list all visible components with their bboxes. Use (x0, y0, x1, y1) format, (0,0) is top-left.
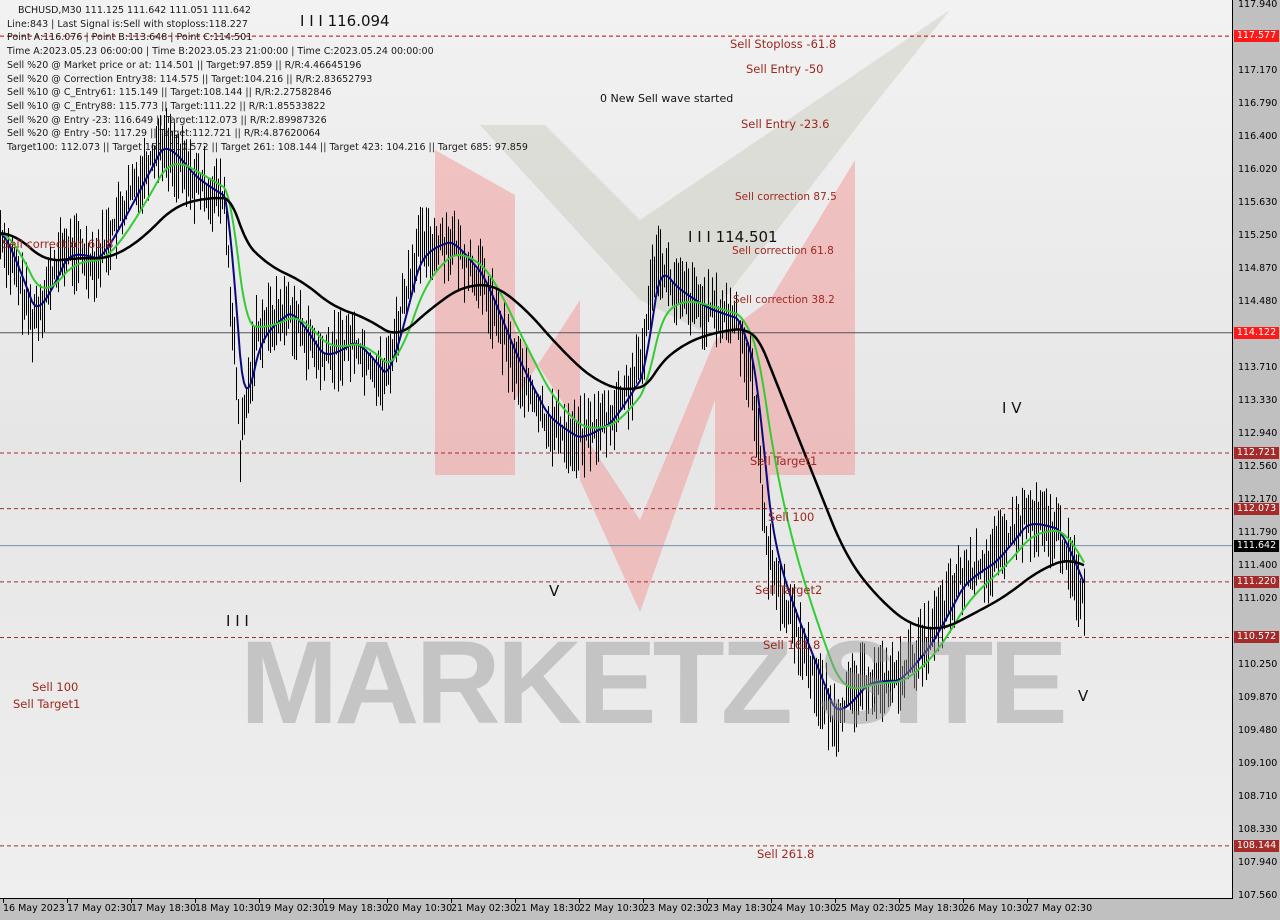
annotation: Sell Target1 (13, 697, 81, 711)
annotation: Sell correction 61.8 (2, 237, 114, 251)
annotation: Sell 100 (32, 680, 79, 694)
time-tick: 25 May 02:30 (835, 898, 901, 914)
annotation: Sell Target2 (755, 583, 823, 597)
annotation: Sell 261.8 (757, 847, 815, 861)
time-tick: 21 May 18:30 (515, 898, 581, 914)
moving-average-line (0, 163, 1085, 690)
time-tick: 21 May 02:30 (451, 898, 517, 914)
wave-label: I V (1002, 399, 1022, 417)
time-tick: 16 May 2023 (3, 898, 65, 914)
time-tick: 22 May 10:30 (579, 898, 645, 914)
price-tick: 109.100 (1238, 757, 1278, 769)
price-tick: 116.790 (1238, 97, 1278, 109)
price-tag: 110.572 (1234, 631, 1279, 644)
annotation: Sell correction 61.8 (732, 245, 834, 257)
moving-average-line (0, 147, 1085, 711)
price-tick: 113.710 (1238, 362, 1278, 374)
price-tick: 109.480 (1238, 725, 1278, 737)
price-tick: 111.020 (1238, 593, 1278, 604)
watermark: MARKETZ SITE (240, 617, 1068, 749)
price-tick: 114.870 (1238, 262, 1278, 274)
price-tag: 112.073 (1234, 502, 1279, 515)
moving-average-line (0, 196, 1085, 630)
price-tag: 111.642 (1234, 539, 1279, 552)
wave-label: V (1078, 687, 1089, 705)
wave-label: V (549, 582, 560, 600)
info-line: Sell %10 @ C_Entry88: 115.773 || Target:… (7, 100, 326, 112)
price-tick: 111.400 (1238, 560, 1278, 572)
annotation: Sell 100 (768, 510, 815, 524)
price-tick: 116.400 (1238, 131, 1278, 143)
annotation: Sell 161.8 (763, 638, 821, 652)
price-tag: 108.144 (1234, 839, 1279, 852)
price-tick: 112.940 (1238, 428, 1278, 440)
price-tick: 108.710 (1238, 791, 1278, 803)
annotation: Sell Target1 (750, 454, 818, 468)
annotation: Sell correction 87.5 (735, 191, 837, 203)
time-tick: 19 May 18:30 (323, 898, 389, 914)
time-tick: 24 May 10:30 (771, 898, 837, 914)
price-tick: 113.330 (1238, 394, 1278, 406)
price-chart (0, 35, 1232, 847)
info-line: Sell %20 @ Market price or at: 114.501 |… (7, 59, 362, 71)
info-line: Sell %20 @ Correction Entry38: 114.575 |… (7, 73, 373, 85)
annotation: Sell Entry -50 (746, 62, 824, 76)
price-tick: 108.330 (1238, 823, 1278, 835)
price-tick: 107.560 (1238, 890, 1278, 901)
price-tick: 107.940 (1238, 857, 1278, 869)
time-axis[interactable]: 16 May 2023 17 May 02:30 17 May 18:30 18 Ma… (0, 898, 1232, 920)
price-tick: 117.940 (1238, 0, 1278, 10)
time-tick: 17 May 18:30 (131, 898, 197, 914)
time-tick: 27 May 02:30 (1027, 898, 1093, 914)
time-tick: 26 May 10:30 (963, 898, 1029, 914)
price-tick: 109.870 (1238, 691, 1278, 703)
price-tag: 112.721 (1234, 446, 1279, 459)
time-tick: 18 May 10:30 (195, 898, 261, 914)
annotation: Sell Entry -23.6 (741, 117, 830, 131)
time-tick: 23 May 02:30 (643, 898, 709, 914)
info-line: Time A:2023.05.23 06:00:00 | Time B:2023… (7, 46, 434, 58)
price-tick: 117.170 (1238, 65, 1278, 77)
wave-label: I I I 116.094 (300, 12, 390, 30)
price-tick: 115.630 (1238, 197, 1278, 209)
logo-shape (435, 10, 950, 612)
annotation: Sell Stoploss -61.8 (730, 37, 837, 51)
price-tag: 117.577 (1234, 30, 1279, 43)
info-line: Point A:116.076 | Point B:113.648 | Poin… (7, 32, 253, 44)
price-tick: 115.250 (1238, 229, 1278, 241)
wave-label: 0 New Sell wave started (600, 92, 734, 105)
info-line: Sell %20 @ Entry -23: 116.649 || Target:… (7, 114, 327, 126)
price-tick: 111.790 (1238, 526, 1278, 538)
logo-m-shape (435, 150, 855, 612)
time-tick: 25 May 18:30 (899, 898, 965, 914)
signal-info-panel: BCHUSD,M30 111.125 111.642 111.051 111.6… (7, 4, 528, 155)
annotation: Sell correction 38.2 (733, 294, 835, 306)
info-line: Target100: 112.073 || Target 161: 110.57… (7, 142, 528, 154)
chart-plot-area[interactable]: MARKETZ SITE BCHUSD,M30 111.125 111.642 … (0, 0, 1233, 899)
price-tick: 112.560 (1238, 460, 1278, 472)
info-line: Sell %20 @ Entry -50: 117.29 || Target:1… (7, 128, 321, 140)
logo-v-shape (480, 10, 950, 330)
price-tick: 116.020 (1238, 163, 1278, 175)
time-tick: 19 May 02:30 (259, 898, 325, 914)
time-tick: 23 May 18:30 (707, 898, 773, 914)
info-line: Sell %10 @ C_Entry61: 115.149 || Target:… (7, 87, 332, 99)
price-tag: 114.122 (1234, 326, 1279, 339)
price-tag: 111.220 (1234, 575, 1279, 588)
wave-label: I I I 114.501 (688, 228, 778, 246)
time-tick: 17 May 02:30 (67, 898, 133, 914)
price-tick: 114.480 (1238, 296, 1278, 307)
info-line: Line:843 | Last Signal is:Sell with stop… (7, 18, 248, 30)
price-axis[interactable]: 107.560 107.940 108.330 108.710 109.100 109.4… (1233, 0, 1280, 920)
wave-label: I I I (226, 612, 249, 630)
price-tick: 110.250 (1238, 659, 1278, 671)
price-tick: 112.170 (1238, 494, 1278, 506)
time-tick: 20 May 10:30 (387, 898, 453, 914)
symbol-line: BCHUSD,M30 111.125 111.642 111.051 111.6… (18, 5, 251, 16)
